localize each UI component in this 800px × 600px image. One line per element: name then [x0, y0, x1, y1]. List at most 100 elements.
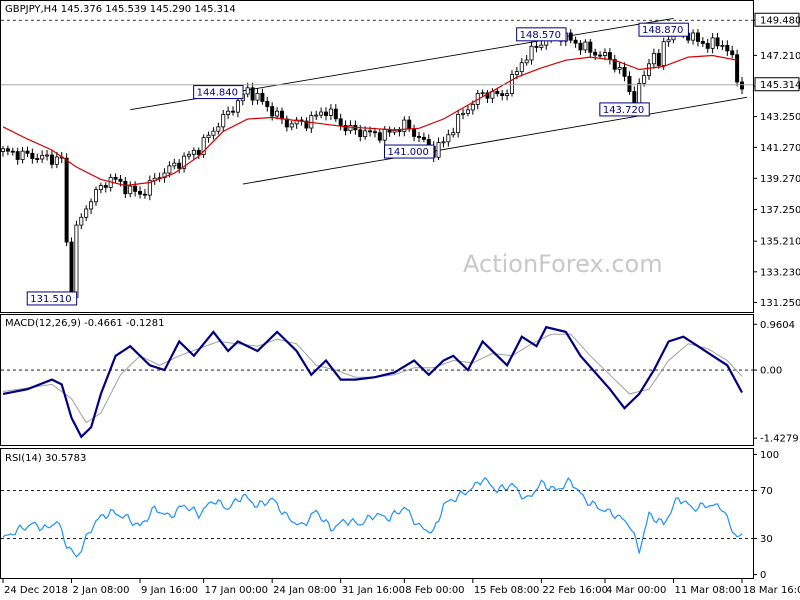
candle-body	[64, 157, 69, 243]
price-panel-frame	[0, 0, 754, 313]
candle-body	[128, 185, 133, 195]
candle-body	[177, 162, 182, 169]
candle-body	[446, 134, 451, 143]
candle-body	[20, 150, 25, 160]
candle-body	[275, 110, 280, 117]
macd-tick-label: 0.00	[760, 366, 782, 377]
candle-body	[333, 108, 338, 120]
watermark: ActionForex.com	[463, 250, 663, 278]
macd-y-axis: 0.9604 0.00 -1.4279	[753, 320, 799, 445]
x-tick-label: 24 Dec 2018	[4, 585, 68, 596]
price-callout-box	[26, 291, 78, 306]
x-tick-label: 24 Jan 08:00	[273, 585, 336, 596]
candle-body	[720, 44, 725, 47]
candle-body	[289, 123, 294, 128]
candle-body	[622, 66, 627, 77]
candle-body	[30, 152, 35, 159]
candle-body	[338, 118, 343, 126]
candle-body	[529, 45, 534, 61]
candle-body	[54, 156, 59, 165]
candle-body	[607, 52, 612, 60]
x-tick-label: 18 Mar 16:00	[743, 585, 800, 596]
last-price-label: 145.314	[760, 80, 800, 91]
candle-body	[740, 81, 745, 90]
candle-body	[382, 128, 387, 141]
rsi-tick-label: 30	[760, 534, 773, 545]
x-tick-label: 9 Jan 16:00	[141, 585, 198, 596]
candle-body	[617, 66, 622, 70]
x-tick-label: 4 Mar 00:00	[606, 585, 666, 596]
candle-body	[172, 162, 177, 167]
candle-body	[10, 150, 15, 153]
x-tick-label: 8 Feb 00:00	[405, 585, 464, 596]
candle-body	[103, 185, 108, 188]
candle-body	[573, 39, 578, 44]
candle-body	[539, 44, 544, 48]
candle-body	[191, 149, 196, 155]
price-tick-label: 135.210	[760, 237, 800, 248]
candle-body	[583, 41, 588, 51]
candle-body	[470, 103, 475, 111]
candle-body	[402, 119, 407, 132]
price-callout-label: 148.870	[642, 25, 683, 36]
candle-body	[235, 100, 240, 113]
candle-body	[15, 151, 20, 160]
candle-body	[710, 37, 715, 49]
rsi-panel-title: RSI(14) 30.5783	[5, 453, 86, 464]
candle-body	[40, 154, 45, 160]
candle-body	[314, 114, 319, 117]
x-tick-label: 2 Jan 08:00	[73, 585, 130, 596]
candle-body	[45, 154, 50, 157]
price-tick-label: 137.250	[760, 205, 800, 216]
candle-body	[260, 93, 265, 102]
candle-body	[5, 148, 10, 152]
candle-body	[461, 112, 466, 115]
candle-body	[627, 75, 632, 92]
price-y-axis: 149.480147.210145.230143.250141.270139.2…	[753, 12, 800, 309]
candle-body	[578, 42, 583, 51]
candle-body	[186, 153, 191, 157]
candle-body	[93, 189, 98, 203]
candle-body	[0, 148, 6, 152]
candle-body	[138, 190, 143, 195]
price-callout-box	[638, 22, 689, 37]
candle-body	[328, 108, 333, 116]
rsi-tick-label: 100	[760, 450, 779, 461]
candle-body	[113, 177, 118, 180]
candle-body	[725, 44, 730, 52]
candle-body	[642, 75, 647, 84]
price-callout-label: 144.840	[197, 88, 238, 99]
price-callout-box	[516, 27, 567, 42]
candle-body	[372, 131, 377, 134]
high-price-label: 149.480	[760, 16, 800, 27]
candle-body	[392, 130, 397, 133]
price-tick-label: 143.250	[760, 112, 800, 123]
candle-body	[598, 54, 603, 57]
candle-body	[35, 158, 40, 160]
macd-line	[2, 325, 743, 439]
candle-body	[666, 39, 671, 43]
last-price-box	[754, 77, 800, 92]
candle-body	[118, 178, 123, 182]
candle-body	[519, 62, 524, 73]
candle-body	[588, 41, 593, 53]
candle-body	[69, 241, 74, 298]
candle-body	[465, 109, 470, 114]
candle-body	[182, 155, 187, 169]
candle-body	[216, 126, 221, 132]
candle-body	[700, 41, 705, 44]
macd-panel-frame	[0, 314, 754, 446]
x-tick-label: 15 Feb 08:00	[474, 585, 540, 596]
candle-body	[735, 54, 740, 83]
rsi-y-axis: 100 70 30 0	[753, 450, 779, 581]
rsi-line	[2, 476, 743, 558]
candle-body	[348, 124, 353, 132]
x-tick-label: 31 Jan 16:00	[342, 585, 405, 596]
candle-body	[647, 63, 652, 76]
candle-body	[363, 130, 368, 138]
candle-body	[162, 172, 167, 179]
candle-body	[691, 32, 696, 41]
price-tick-label: 139.270	[760, 174, 800, 185]
high-price-box	[754, 12, 800, 27]
